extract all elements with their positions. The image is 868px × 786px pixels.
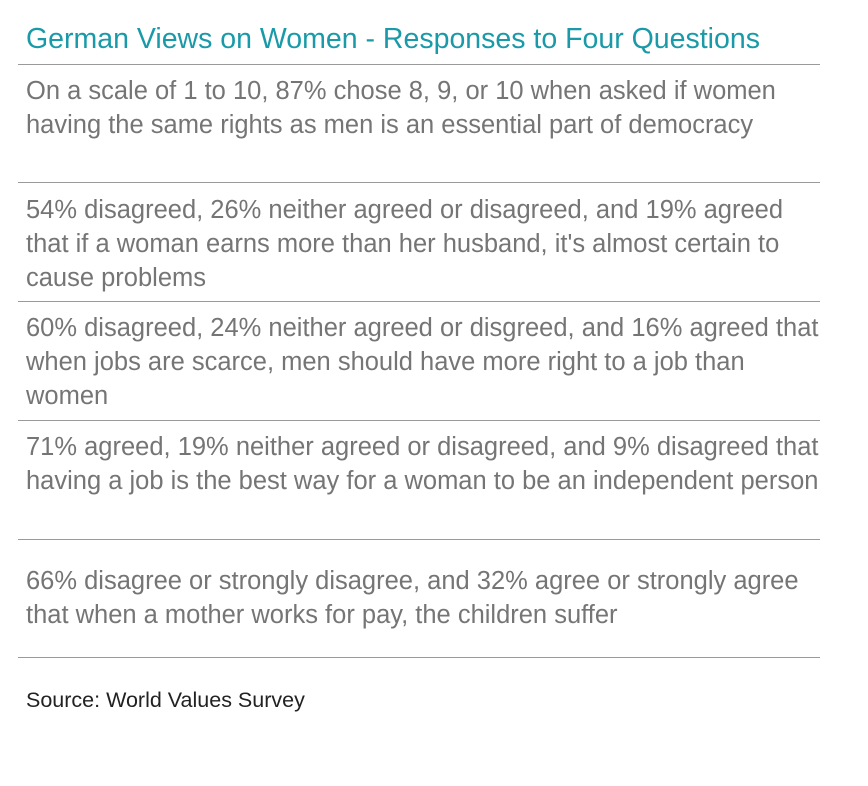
- source-note: Source: World Values Survey: [26, 688, 305, 712]
- survey-table: German Views on Women - Responses to Fou…: [18, 22, 820, 713]
- table-title: German Views on Women - Responses to Fou…: [26, 23, 760, 55]
- response-row: 60% disagreed, 24% neither agreed or dis…: [18, 302, 820, 421]
- response-row: 66% disagree or strongly disagree, and 3…: [18, 540, 820, 658]
- response-list: On a scale of 1 to 10, 87% chose 8, 9, o…: [18, 64, 820, 658]
- response-row: 71% agreed, 19% neither agreed or disagr…: [18, 421, 820, 540]
- response-row: 54% disagreed, 26% neither agreed or dis…: [18, 183, 820, 302]
- response-row: On a scale of 1 to 10, 87% chose 8, 9, o…: [18, 65, 820, 183]
